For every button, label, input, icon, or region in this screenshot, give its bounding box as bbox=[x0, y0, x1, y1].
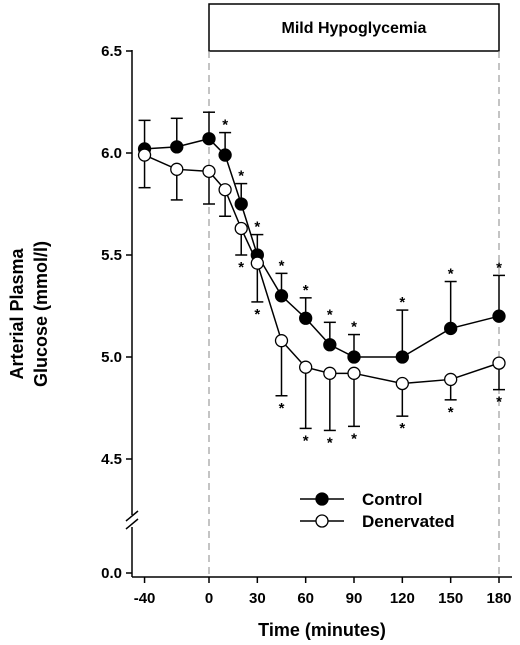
x-tick-label: -40 bbox=[134, 590, 156, 607]
annotation-box bbox=[208, 3, 500, 52]
data-point bbox=[202, 164, 216, 179]
data-point bbox=[137, 148, 152, 162]
significance-marker: * bbox=[448, 266, 454, 283]
x-tick-label: 120 bbox=[390, 590, 415, 607]
axis-break-mark-lower bbox=[125, 518, 139, 530]
significance-marker: * bbox=[279, 400, 285, 417]
data-point bbox=[299, 360, 313, 374]
x-tick-label: 150 bbox=[438, 590, 463, 607]
axis-break-mark-upper bbox=[125, 510, 139, 522]
legend-label: Denervated bbox=[362, 512, 455, 531]
significance-marker: * bbox=[399, 420, 405, 437]
x-axis-title: Time (minutes) bbox=[258, 620, 386, 640]
data-point bbox=[347, 350, 361, 364]
significance-marker: * bbox=[448, 404, 454, 421]
significance-marker: * bbox=[279, 257, 285, 274]
y-tick-label: 4.5 bbox=[101, 451, 122, 468]
y-tick-label: 6.5 bbox=[101, 43, 122, 60]
significance-marker: * bbox=[351, 430, 357, 447]
significance-marker: * bbox=[496, 394, 502, 411]
data-point bbox=[323, 338, 337, 352]
series-line bbox=[144, 154, 500, 385]
significance-marker: * bbox=[254, 306, 260, 323]
data-point bbox=[492, 356, 506, 370]
legend-swatch-marker bbox=[315, 514, 329, 528]
legend-item-control: Control bbox=[300, 490, 422, 509]
legend: Control Denervated bbox=[300, 490, 455, 531]
x-tick-label: 180 bbox=[486, 590, 511, 607]
significance-marker: * bbox=[496, 259, 502, 276]
x-tick-label: 90 bbox=[346, 590, 363, 607]
data-point bbox=[250, 256, 264, 270]
data-point bbox=[234, 197, 248, 211]
data-point bbox=[234, 221, 248, 236]
series-denervated: * * * * * * * * * bbox=[137, 148, 506, 451]
data-point bbox=[347, 366, 361, 380]
annotation-label: Mild Hypoglycemia bbox=[282, 20, 427, 37]
significance-marker: * bbox=[303, 282, 309, 299]
y-tick-label: 5.0 bbox=[101, 349, 122, 366]
y-axis-title-line: Glucose (mmol/l) bbox=[31, 241, 51, 387]
y-tick-label: 0.0 bbox=[101, 565, 122, 582]
legend-label: Control bbox=[362, 490, 422, 509]
y-axis-title-line: Arterial Plasma bbox=[7, 247, 27, 379]
y-tick-label: 5.5 bbox=[101, 247, 122, 264]
significance-marker: * bbox=[351, 319, 357, 336]
data-point bbox=[444, 372, 458, 387]
plot-area: * * * * * * * * * * * * * * * * * * * bbox=[137, 111, 506, 451]
x-tick-label: 0 bbox=[205, 590, 213, 607]
x-tick-label: 30 bbox=[249, 590, 266, 607]
data-point bbox=[170, 162, 184, 176]
significance-marker: * bbox=[327, 434, 333, 451]
data-point bbox=[444, 321, 458, 336]
legend-swatch-marker bbox=[315, 492, 329, 506]
data-point bbox=[274, 289, 289, 303]
legend-item-denervated: Denervated bbox=[300, 512, 455, 531]
axes: 6.5 6.0 5.5 5.0 4.5 0.0 -40 0 30 60 90 120 150 180 bbox=[101, 43, 512, 607]
period-guides bbox=[208, 51, 500, 577]
data-point bbox=[218, 148, 232, 162]
data-point bbox=[170, 140, 184, 154]
data-point bbox=[274, 334, 289, 348]
significance-marker: * bbox=[399, 294, 405, 311]
significance-marker: * bbox=[254, 219, 260, 236]
annotation-banner: Mild Hypoglycemia bbox=[208, 3, 500, 52]
x-tick-label: 60 bbox=[297, 590, 314, 607]
significance-marker: * bbox=[238, 259, 244, 276]
series-control: * * * * * * * * * * bbox=[137, 111, 506, 364]
data-point bbox=[218, 183, 232, 197]
significance-marker: * bbox=[303, 432, 309, 449]
y-tick-label: 6.0 bbox=[101, 145, 122, 162]
data-point bbox=[299, 311, 313, 325]
y-axis-title: Arterial Plasma Glucose (mmol/l) bbox=[7, 241, 51, 387]
data-point bbox=[323, 366, 337, 380]
significance-marker: * bbox=[238, 168, 244, 185]
data-point bbox=[395, 350, 409, 364]
data-point bbox=[395, 376, 409, 391]
data-point bbox=[202, 132, 216, 146]
significance-marker: * bbox=[222, 117, 228, 134]
data-point bbox=[492, 309, 506, 323]
significance-marker: * bbox=[327, 306, 333, 323]
